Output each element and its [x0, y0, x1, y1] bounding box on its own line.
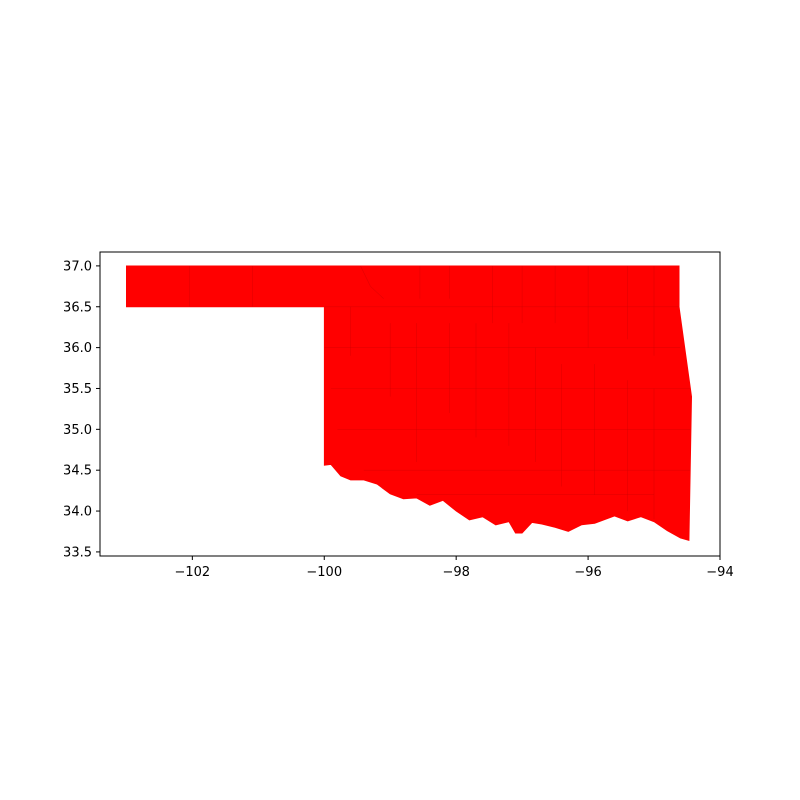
y-tick-label: 35.5	[63, 382, 92, 397]
county-boundaries	[189, 265, 691, 520]
county-boundary-line	[360, 265, 384, 299]
y-tick-label: 35.0	[63, 423, 92, 438]
axes: −102 −100 −98 −96 −94 37.0 36.5 36.0 35.5 35.0 34…	[63, 251, 734, 580]
x-tick-label: −94	[706, 565, 733, 580]
y-tick-label: 33.5	[63, 545, 92, 560]
x-tick-label: −100	[306, 565, 342, 580]
y-tick-label: 36.0	[63, 341, 92, 356]
y-tick-label: 34.0	[63, 505, 92, 520]
y-axis-ticks: 37.0 36.5 36.0 35.5 35.0 34.5 34.0 33.5	[63, 259, 100, 560]
axis-frame	[99, 251, 721, 557]
oklahoma-counties-fill	[126, 265, 693, 542]
y-tick-label: 36.5	[63, 300, 92, 315]
map-layer	[126, 265, 693, 542]
y-tick-label: 34.5	[63, 464, 92, 479]
y-tick-label: 37.0	[63, 259, 92, 274]
x-tick-label: −102	[174, 565, 210, 580]
x-axis-ticks: −102 −100 −98 −96 −94	[174, 556, 734, 580]
x-tick-label: −98	[442, 565, 469, 580]
x-tick-label: −96	[574, 565, 601, 580]
